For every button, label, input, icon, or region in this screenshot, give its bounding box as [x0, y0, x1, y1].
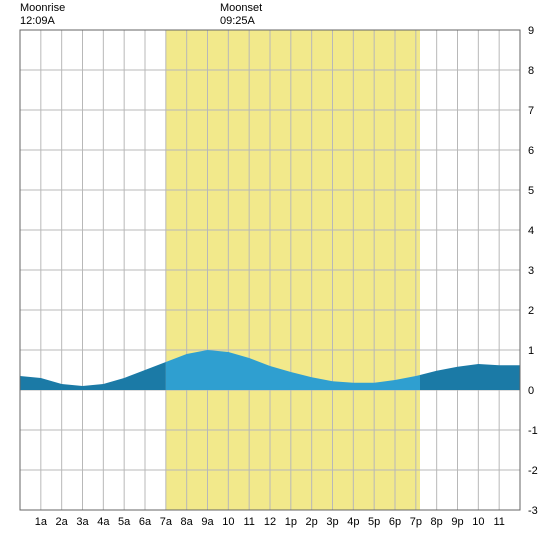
x-tick-label: 1p	[285, 516, 297, 528]
y-tick-label: 6	[528, 145, 534, 157]
y-tick-label: 5	[528, 185, 534, 197]
y-tick-label: -2	[528, 465, 538, 477]
x-tick-label: 1a	[35, 516, 48, 528]
y-tick-label: 1	[528, 345, 534, 357]
moonrise-label: Moonrise 12:09A	[20, 2, 65, 28]
x-tick-label: 3a	[76, 516, 89, 528]
y-tick-label: 8	[528, 65, 534, 77]
x-tick-label: 9a	[201, 516, 214, 528]
x-tick-label: 4p	[347, 516, 359, 528]
x-tick-label: 2p	[306, 516, 318, 528]
x-tick-label: 6a	[139, 516, 152, 528]
x-tick-label: 7p	[410, 516, 422, 528]
x-tick-label: 8p	[431, 516, 443, 528]
x-tick-label: 3p	[326, 516, 338, 528]
x-tick-label: 2a	[56, 516, 69, 528]
y-tick-label: 9	[528, 25, 534, 37]
moonset-caption: Moonset	[220, 2, 262, 14]
x-tick-label: 10	[472, 516, 484, 528]
tide-chart-container: Moonrise 12:09A Moonset 09:25A -3-2-1012…	[0, 0, 550, 550]
moonset-label: Moonset 09:25A	[220, 2, 262, 28]
tide-chart-svg: -3-2-101234567891a2a3a4a5a6a7a8a9a101112…	[0, 0, 550, 550]
x-tick-label: 5a	[118, 516, 131, 528]
x-tick-label: 10	[222, 516, 234, 528]
y-tick-label: -3	[528, 505, 538, 517]
moonrise-time: 12:09A	[20, 15, 55, 27]
y-tick-label: 4	[528, 225, 534, 237]
x-tick-label: 4a	[97, 516, 110, 528]
moonrise-caption: Moonrise	[20, 2, 65, 14]
x-tick-label: 7a	[160, 516, 173, 528]
y-tick-label: 7	[528, 105, 534, 117]
y-tick-label: 2	[528, 305, 534, 317]
x-tick-label: 8a	[181, 516, 194, 528]
x-tick-label: 11	[493, 516, 504, 528]
x-tick-label: 6p	[389, 516, 401, 528]
x-tick-label: 12	[264, 516, 276, 528]
y-tick-label: 0	[528, 385, 534, 397]
x-tick-label: 5p	[368, 516, 380, 528]
y-tick-label: 3	[528, 265, 534, 277]
x-tick-label: 11	[243, 516, 254, 528]
y-tick-label: -1	[528, 425, 538, 437]
moonset-time: 09:25A	[220, 15, 255, 27]
x-tick-label: 9p	[451, 516, 463, 528]
